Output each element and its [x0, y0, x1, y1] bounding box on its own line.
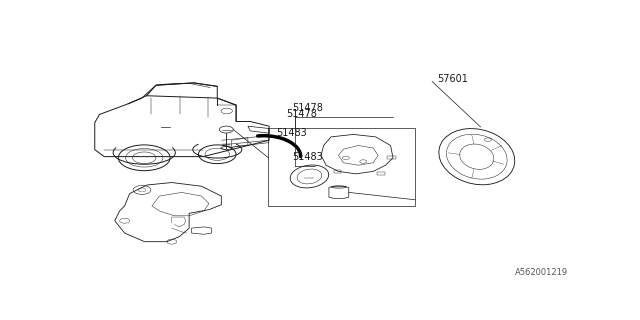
Text: 57601: 57601 — [437, 74, 468, 84]
Text: 51478: 51478 — [286, 108, 317, 118]
Text: 51478: 51478 — [292, 103, 323, 113]
Text: 51483: 51483 — [276, 128, 307, 138]
Text: 51483: 51483 — [292, 152, 323, 162]
Text: A562001219: A562001219 — [515, 268, 568, 277]
Bar — [269, 128, 415, 206]
